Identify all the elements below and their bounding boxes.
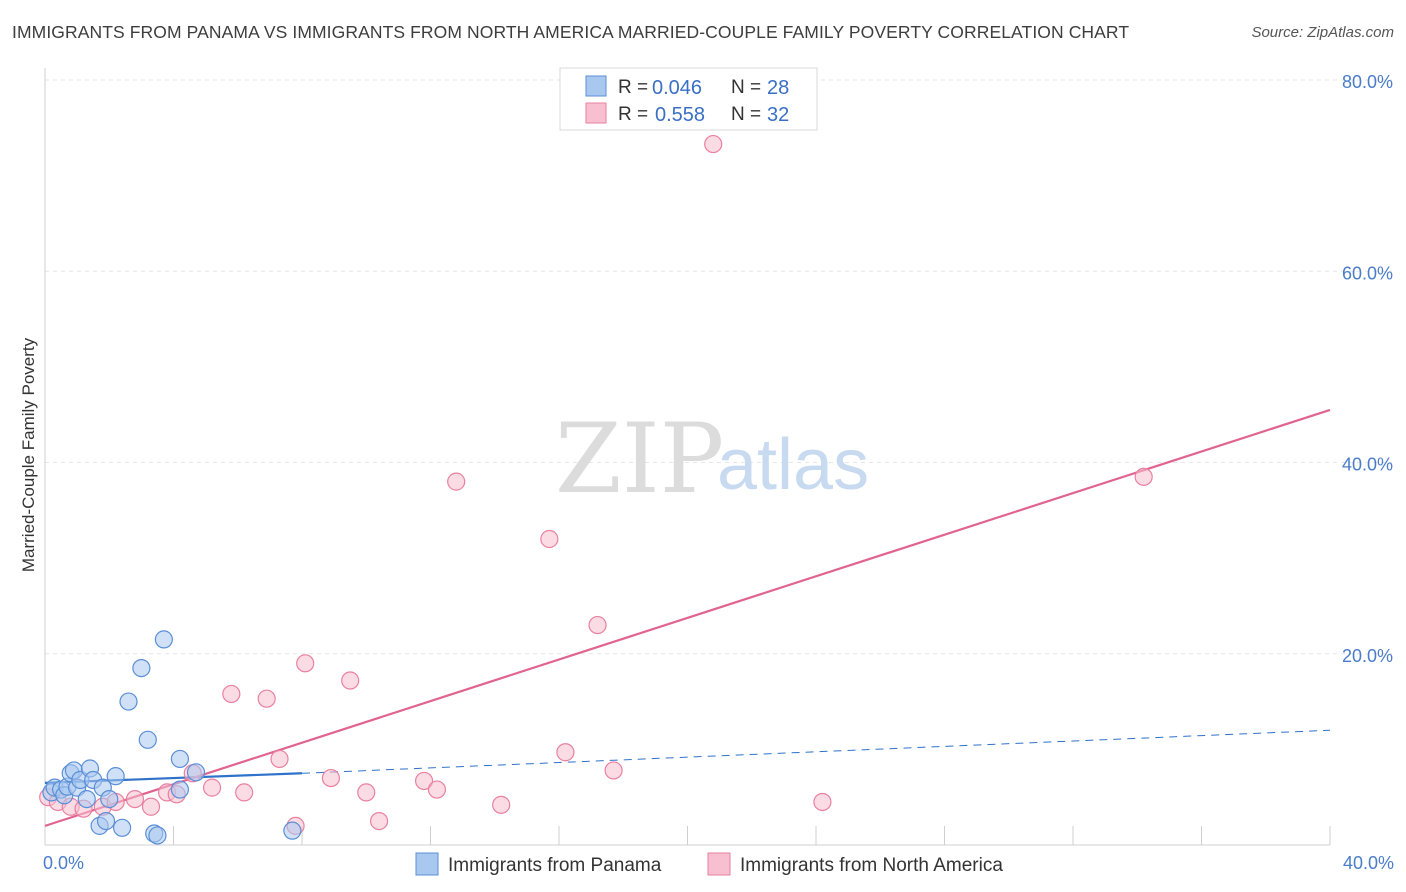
point-north-america	[125, 789, 145, 809]
series-legend: Immigrants from Panama Immigrants from N…	[415, 852, 1003, 876]
watermark: ZIP atlas	[555, 403, 869, 515]
legend-n-value-panama: 28	[767, 77, 789, 99]
point-north-america	[202, 778, 222, 797]
legend-r-label-north-america: R =	[618, 104, 648, 125]
point-panama	[132, 658, 151, 678]
point-north-america	[1134, 467, 1153, 486]
series-legend-label-panama: Immigrants from Panama	[448, 855, 662, 876]
legend-r-value-panama: 0.046	[652, 77, 702, 99]
point-panama	[170, 780, 190, 799]
point-north-america	[222, 684, 241, 704]
series-legend-label-north-america: Immigrants from North America	[740, 855, 1003, 876]
point-north-america	[813, 792, 832, 812]
watermark-atlas: atlas	[717, 425, 869, 505]
point-panama	[186, 763, 206, 782]
point-north-america	[447, 472, 466, 491]
point-north-america	[296, 654, 315, 673]
point-panama	[106, 767, 125, 786]
grid-lines	[45, 79, 1392, 655]
point-panama	[148, 826, 167, 845]
point-panama	[154, 630, 173, 649]
point-north-america	[321, 768, 341, 788]
legend-r-label-panama: R =	[618, 77, 648, 98]
point-north-america	[357, 783, 376, 802]
point-panama	[170, 749, 190, 769]
watermark-zip: ZIP	[555, 403, 724, 515]
stats-legend: R = 0.046 N = 28 R = 0.558 N = 32	[559, 67, 818, 131]
series-legend-swatch-north-america	[707, 852, 731, 876]
stats-legend-swatch-panama	[585, 75, 607, 97]
legend-n-label-north-america: N =	[731, 104, 761, 125]
point-north-america	[370, 811, 389, 831]
point-north-america	[341, 671, 360, 690]
x-tick-label: 40.0%	[1343, 853, 1394, 873]
legend-n-value-north-america: 32	[767, 104, 789, 126]
point-north-america	[141, 797, 161, 816]
data-points	[39, 134, 1153, 845]
point-north-america	[588, 615, 607, 635]
point-north-america	[257, 689, 276, 708]
trend-line-panama-extension	[301, 729, 1331, 774]
axes: 20.0% 40.0% 60.0% 80.0% 0.0% 40.0%	[43, 68, 1394, 873]
source-label: Source: ZipAtlas.com	[1251, 24, 1394, 41]
point-north-america	[414, 771, 434, 791]
point-panama	[96, 811, 116, 831]
point-panama	[77, 789, 96, 809]
point-north-america	[704, 134, 723, 154]
y-tick-label: 20.0%	[1342, 646, 1393, 666]
point-north-america	[235, 783, 254, 802]
chart-title: IMMIGRANTS FROM PANAMA VS IMMIGRANTS FRO…	[12, 22, 1130, 42]
trend-line-north-america	[44, 408, 1331, 827]
point-panama	[283, 821, 302, 840]
y-axis-title: Married-Couple Family Poverty	[19, 337, 38, 572]
y-tick-label: 80.0%	[1342, 72, 1393, 92]
legend-n-label-panama: N =	[731, 77, 761, 98]
point-north-america	[540, 529, 559, 549]
point-north-america	[604, 761, 623, 780]
point-panama	[112, 818, 132, 837]
point-north-america	[492, 795, 511, 814]
series-legend-swatch-panama	[415, 852, 439, 876]
point-north-america	[427, 780, 447, 799]
legend-r-value-north-america: 0.558	[655, 104, 705, 126]
y-tick-label: 60.0%	[1342, 263, 1393, 283]
stats-legend-swatch-north-america	[585, 102, 607, 124]
point-panama	[100, 789, 119, 809]
point-panama	[119, 692, 138, 711]
y-tick-label: 40.0%	[1342, 455, 1393, 475]
point-north-america	[556, 743, 575, 762]
point-panama	[138, 730, 157, 749]
point-north-america	[270, 749, 289, 769]
x-tick-label: 0.0%	[43, 853, 84, 873]
